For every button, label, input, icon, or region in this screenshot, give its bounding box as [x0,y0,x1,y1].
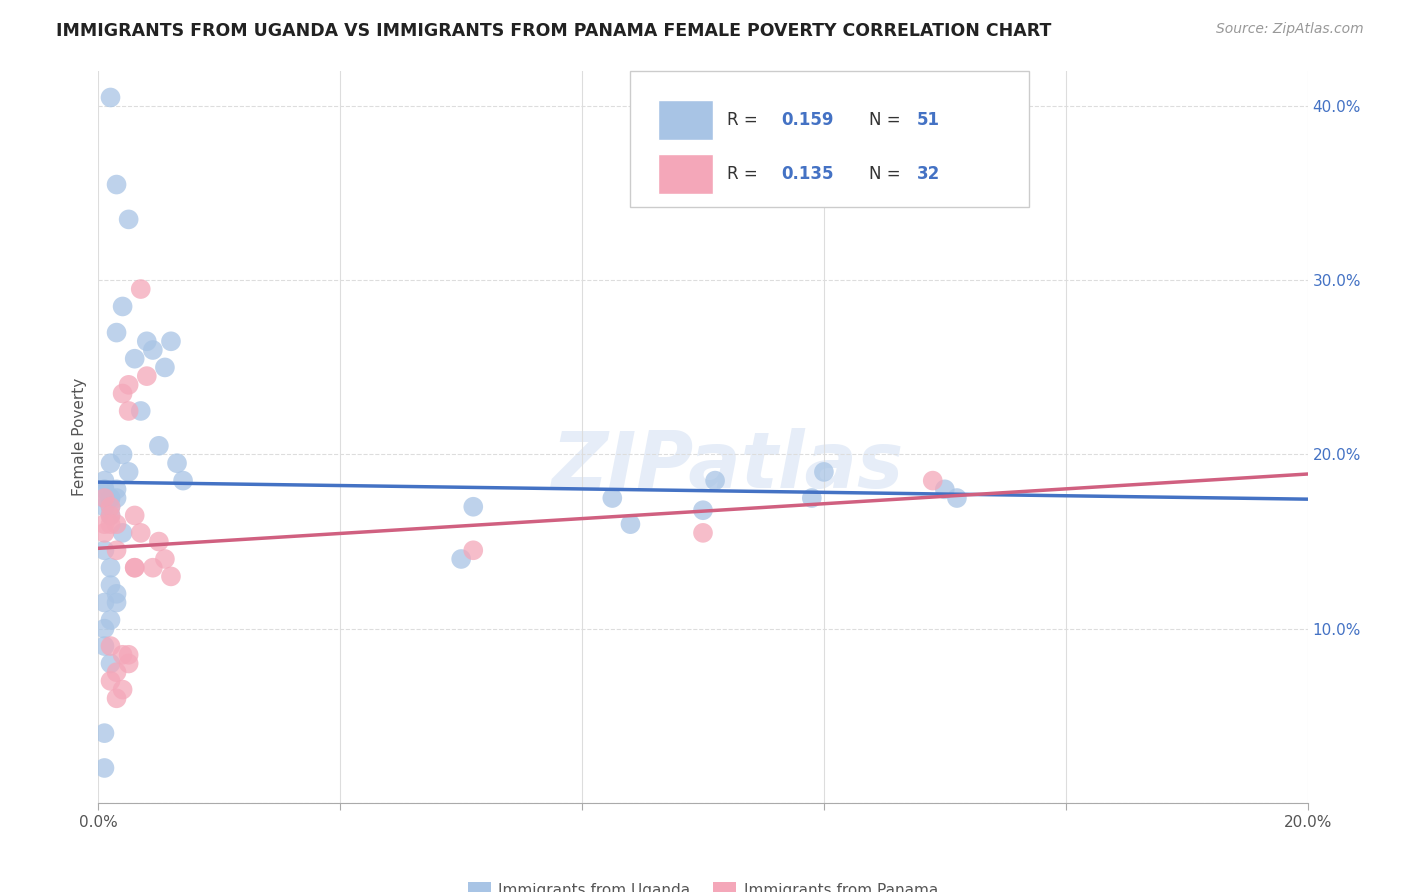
Point [100,456,122,470]
Point [100,613,122,627]
Point [93,726,115,740]
Text: N =: N = [869,112,905,129]
Point [93,525,115,540]
Text: IMMIGRANTS FROM UGANDA VS IMMIGRANTS FROM PANAMA FEMALE POVERTY CORRELATION CHAR: IMMIGRANTS FROM UGANDA VS IMMIGRANTS FRO… [56,22,1052,40]
Point [129,525,152,540]
Point [111,525,134,540]
Point [105,483,128,497]
Point [100,508,122,523]
Point [124,351,146,366]
Point [118,657,141,671]
Point [100,500,122,514]
Point [93,761,115,775]
Point [111,648,134,662]
Point [921,474,943,488]
Bar [658,153,713,194]
Point [800,491,823,505]
Point [111,386,134,401]
Point [124,560,146,574]
Point [93,517,115,532]
Text: N =: N = [869,165,905,183]
Point [93,474,115,488]
Y-axis label: Female Poverty: Female Poverty [72,378,87,496]
Point [105,543,128,558]
Text: R =: R = [727,165,763,183]
Point [111,300,134,314]
Point [129,404,152,418]
Point [934,483,956,497]
Point [100,508,122,523]
Point [93,483,115,497]
Point [124,508,146,523]
Point [692,503,714,517]
Point [100,491,122,505]
Point [105,178,128,192]
Point [692,525,714,540]
Point [93,543,115,558]
FancyBboxPatch shape [630,71,1029,207]
Point [105,665,128,680]
Point [118,404,141,418]
Point [105,491,128,505]
Point [946,491,969,505]
Text: 0.135: 0.135 [782,165,834,183]
Point [142,560,165,574]
Point [160,569,183,583]
Point [105,587,128,601]
Text: 51: 51 [917,112,941,129]
Point [111,448,134,462]
Point [111,682,134,697]
Point [124,560,146,574]
Point [105,595,128,609]
Bar [658,100,713,140]
Point [153,360,176,375]
Point [142,343,165,357]
Point [172,474,194,488]
Point [148,439,170,453]
Point [166,456,188,470]
Point [93,500,115,514]
Point [93,491,115,505]
Point [813,465,835,479]
Text: Source: ZipAtlas.com: Source: ZipAtlas.com [1216,22,1364,37]
Point [463,543,485,558]
Point [118,648,141,662]
Point [105,517,128,532]
Legend: Immigrants from Uganda, Immigrants from Panama: Immigrants from Uganda, Immigrants from … [461,876,945,892]
Point [100,491,122,505]
Point [160,334,183,349]
Point [93,639,115,653]
Point [100,500,122,514]
Point [100,673,122,688]
Point [100,517,122,532]
Point [93,483,115,497]
Point [100,578,122,592]
Text: ZIPatlas: ZIPatlas [551,428,903,504]
Point [100,90,122,104]
Point [135,334,157,349]
Point [704,474,727,488]
Point [148,534,170,549]
Point [118,212,141,227]
Point [100,657,122,671]
Point [135,369,157,384]
Point [93,595,115,609]
Point [463,500,485,514]
Point [153,552,176,566]
Point [619,517,641,532]
Point [93,622,115,636]
Point [450,552,472,566]
Point [129,282,152,296]
Point [100,560,122,574]
Point [118,377,141,392]
Point [118,465,141,479]
Point [602,491,624,505]
Point [93,491,115,505]
Text: R =: R = [727,112,763,129]
Point [100,639,122,653]
Point [105,326,128,340]
Text: 0.159: 0.159 [782,112,834,129]
Text: 32: 32 [917,165,941,183]
Point [105,691,128,706]
